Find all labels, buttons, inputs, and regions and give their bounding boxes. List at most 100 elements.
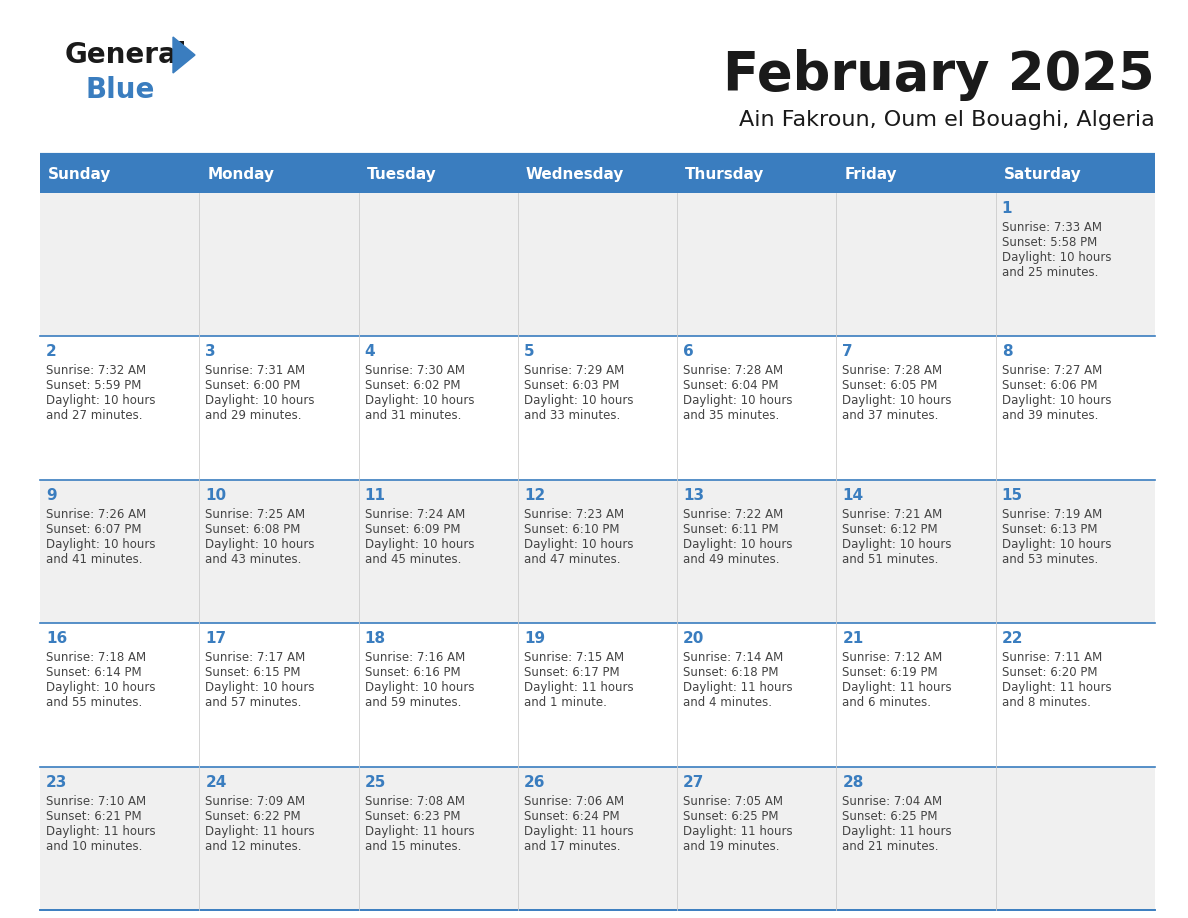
- Text: Sunset: 6:12 PM: Sunset: 6:12 PM: [842, 522, 939, 536]
- Text: Wednesday: Wednesday: [526, 166, 624, 182]
- Text: Sunrise: 7:28 AM: Sunrise: 7:28 AM: [842, 364, 942, 377]
- Text: Sunset: 6:17 PM: Sunset: 6:17 PM: [524, 666, 619, 679]
- Text: 10: 10: [206, 487, 227, 503]
- Text: Daylight: 10 hours: Daylight: 10 hours: [683, 538, 792, 551]
- Text: Sunset: 6:21 PM: Sunset: 6:21 PM: [46, 810, 141, 823]
- Text: Sunrise: 7:29 AM: Sunrise: 7:29 AM: [524, 364, 624, 377]
- Bar: [40, 767, 1155, 910]
- Text: and 15 minutes.: and 15 minutes.: [365, 840, 461, 853]
- Text: and 29 minutes.: and 29 minutes.: [206, 409, 302, 422]
- Text: Sunset: 6:15 PM: Sunset: 6:15 PM: [206, 666, 301, 679]
- Text: Sunrise: 7:09 AM: Sunrise: 7:09 AM: [206, 795, 305, 808]
- Text: Daylight: 10 hours: Daylight: 10 hours: [842, 395, 952, 408]
- Text: 14: 14: [842, 487, 864, 503]
- Text: and 47 minutes.: and 47 minutes.: [524, 553, 620, 565]
- Text: Daylight: 10 hours: Daylight: 10 hours: [1001, 538, 1111, 551]
- Text: 5: 5: [524, 344, 535, 360]
- Text: 6: 6: [683, 344, 694, 360]
- Text: and 6 minutes.: and 6 minutes.: [842, 696, 931, 710]
- Text: Sunset: 6:13 PM: Sunset: 6:13 PM: [1001, 522, 1098, 536]
- Text: Sunrise: 7:28 AM: Sunrise: 7:28 AM: [683, 364, 783, 377]
- Text: Sunrise: 7:32 AM: Sunrise: 7:32 AM: [46, 364, 146, 377]
- Text: 8: 8: [1001, 344, 1012, 360]
- Text: Sunset: 5:58 PM: Sunset: 5:58 PM: [1001, 236, 1097, 249]
- Text: Sunset: 6:16 PM: Sunset: 6:16 PM: [365, 666, 460, 679]
- Text: and 49 minutes.: and 49 minutes.: [683, 553, 779, 565]
- Text: Sunset: 5:59 PM: Sunset: 5:59 PM: [46, 379, 141, 392]
- Text: Sunset: 6:22 PM: Sunset: 6:22 PM: [206, 810, 301, 823]
- Text: Daylight: 11 hours: Daylight: 11 hours: [1001, 681, 1111, 694]
- Text: and 4 minutes.: and 4 minutes.: [683, 696, 772, 710]
- Text: Daylight: 11 hours: Daylight: 11 hours: [683, 681, 792, 694]
- Text: Sunset: 6:19 PM: Sunset: 6:19 PM: [842, 666, 939, 679]
- Text: Sunset: 6:08 PM: Sunset: 6:08 PM: [206, 522, 301, 536]
- Text: Sunrise: 7:11 AM: Sunrise: 7:11 AM: [1001, 651, 1102, 665]
- Text: and 43 minutes.: and 43 minutes.: [206, 553, 302, 565]
- Text: 26: 26: [524, 775, 545, 789]
- Text: Sunset: 6:11 PM: Sunset: 6:11 PM: [683, 522, 779, 536]
- Text: Sunrise: 7:25 AM: Sunrise: 7:25 AM: [206, 508, 305, 521]
- Text: and 39 minutes.: and 39 minutes.: [1001, 409, 1098, 422]
- Text: 25: 25: [365, 775, 386, 789]
- Text: Sunset: 6:18 PM: Sunset: 6:18 PM: [683, 666, 778, 679]
- Text: 7: 7: [842, 344, 853, 360]
- Text: 11: 11: [365, 487, 386, 503]
- Text: 19: 19: [524, 632, 545, 646]
- Text: Sunrise: 7:21 AM: Sunrise: 7:21 AM: [842, 508, 943, 521]
- Bar: [40, 336, 1155, 480]
- Text: Daylight: 10 hours: Daylight: 10 hours: [365, 395, 474, 408]
- Text: Daylight: 11 hours: Daylight: 11 hours: [206, 824, 315, 837]
- Text: 9: 9: [46, 487, 57, 503]
- Text: 27: 27: [683, 775, 704, 789]
- Text: Sunrise: 7:16 AM: Sunrise: 7:16 AM: [365, 651, 465, 665]
- Text: Daylight: 10 hours: Daylight: 10 hours: [206, 681, 315, 694]
- Text: Sunset: 6:24 PM: Sunset: 6:24 PM: [524, 810, 619, 823]
- Text: Daylight: 10 hours: Daylight: 10 hours: [524, 395, 633, 408]
- Text: 28: 28: [842, 775, 864, 789]
- Text: and 57 minutes.: and 57 minutes.: [206, 696, 302, 710]
- Text: 12: 12: [524, 487, 545, 503]
- Text: Daylight: 11 hours: Daylight: 11 hours: [524, 681, 633, 694]
- Text: Saturday: Saturday: [1004, 166, 1081, 182]
- Text: and 37 minutes.: and 37 minutes.: [842, 409, 939, 422]
- Text: 17: 17: [206, 632, 227, 646]
- Text: Sunday: Sunday: [48, 166, 112, 182]
- Text: and 27 minutes.: and 27 minutes.: [46, 409, 143, 422]
- Text: Sunrise: 7:08 AM: Sunrise: 7:08 AM: [365, 795, 465, 808]
- Text: February 2025: February 2025: [723, 49, 1155, 101]
- Text: and 12 minutes.: and 12 minutes.: [206, 840, 302, 853]
- Text: Daylight: 11 hours: Daylight: 11 hours: [524, 824, 633, 837]
- Text: Daylight: 10 hours: Daylight: 10 hours: [365, 538, 474, 551]
- Text: Sunset: 6:00 PM: Sunset: 6:00 PM: [206, 379, 301, 392]
- Text: and 31 minutes.: and 31 minutes.: [365, 409, 461, 422]
- Text: Sunset: 6:02 PM: Sunset: 6:02 PM: [365, 379, 460, 392]
- Text: Daylight: 10 hours: Daylight: 10 hours: [46, 538, 156, 551]
- Text: 18: 18: [365, 632, 386, 646]
- Text: Daylight: 11 hours: Daylight: 11 hours: [683, 824, 792, 837]
- Text: Daylight: 10 hours: Daylight: 10 hours: [1001, 395, 1111, 408]
- Text: and 33 minutes.: and 33 minutes.: [524, 409, 620, 422]
- Text: Sunset: 6:04 PM: Sunset: 6:04 PM: [683, 379, 778, 392]
- Text: Sunrise: 7:30 AM: Sunrise: 7:30 AM: [365, 364, 465, 377]
- Text: and 53 minutes.: and 53 minutes.: [1001, 553, 1098, 565]
- Text: Daylight: 10 hours: Daylight: 10 hours: [206, 538, 315, 551]
- Text: Sunrise: 7:17 AM: Sunrise: 7:17 AM: [206, 651, 305, 665]
- Text: and 55 minutes.: and 55 minutes.: [46, 696, 143, 710]
- Text: Daylight: 10 hours: Daylight: 10 hours: [524, 538, 633, 551]
- Text: Thursday: Thursday: [685, 166, 765, 182]
- Text: Tuesday: Tuesday: [367, 166, 436, 182]
- Text: 20: 20: [683, 632, 704, 646]
- Text: 3: 3: [206, 344, 216, 360]
- Bar: [40, 193, 1155, 336]
- Text: and 25 minutes.: and 25 minutes.: [1001, 266, 1098, 279]
- Text: Daylight: 11 hours: Daylight: 11 hours: [842, 681, 952, 694]
- Text: and 1 minute.: and 1 minute.: [524, 696, 607, 710]
- Text: 23: 23: [46, 775, 68, 789]
- Text: and 51 minutes.: and 51 minutes.: [842, 553, 939, 565]
- Text: Daylight: 10 hours: Daylight: 10 hours: [206, 395, 315, 408]
- Text: Daylight: 10 hours: Daylight: 10 hours: [1001, 251, 1111, 264]
- Text: 22: 22: [1001, 632, 1023, 646]
- Text: Ain Fakroun, Oum el Bouaghi, Algeria: Ain Fakroun, Oum el Bouaghi, Algeria: [739, 110, 1155, 130]
- Text: and 8 minutes.: and 8 minutes.: [1001, 696, 1091, 710]
- Text: 1: 1: [1001, 201, 1012, 216]
